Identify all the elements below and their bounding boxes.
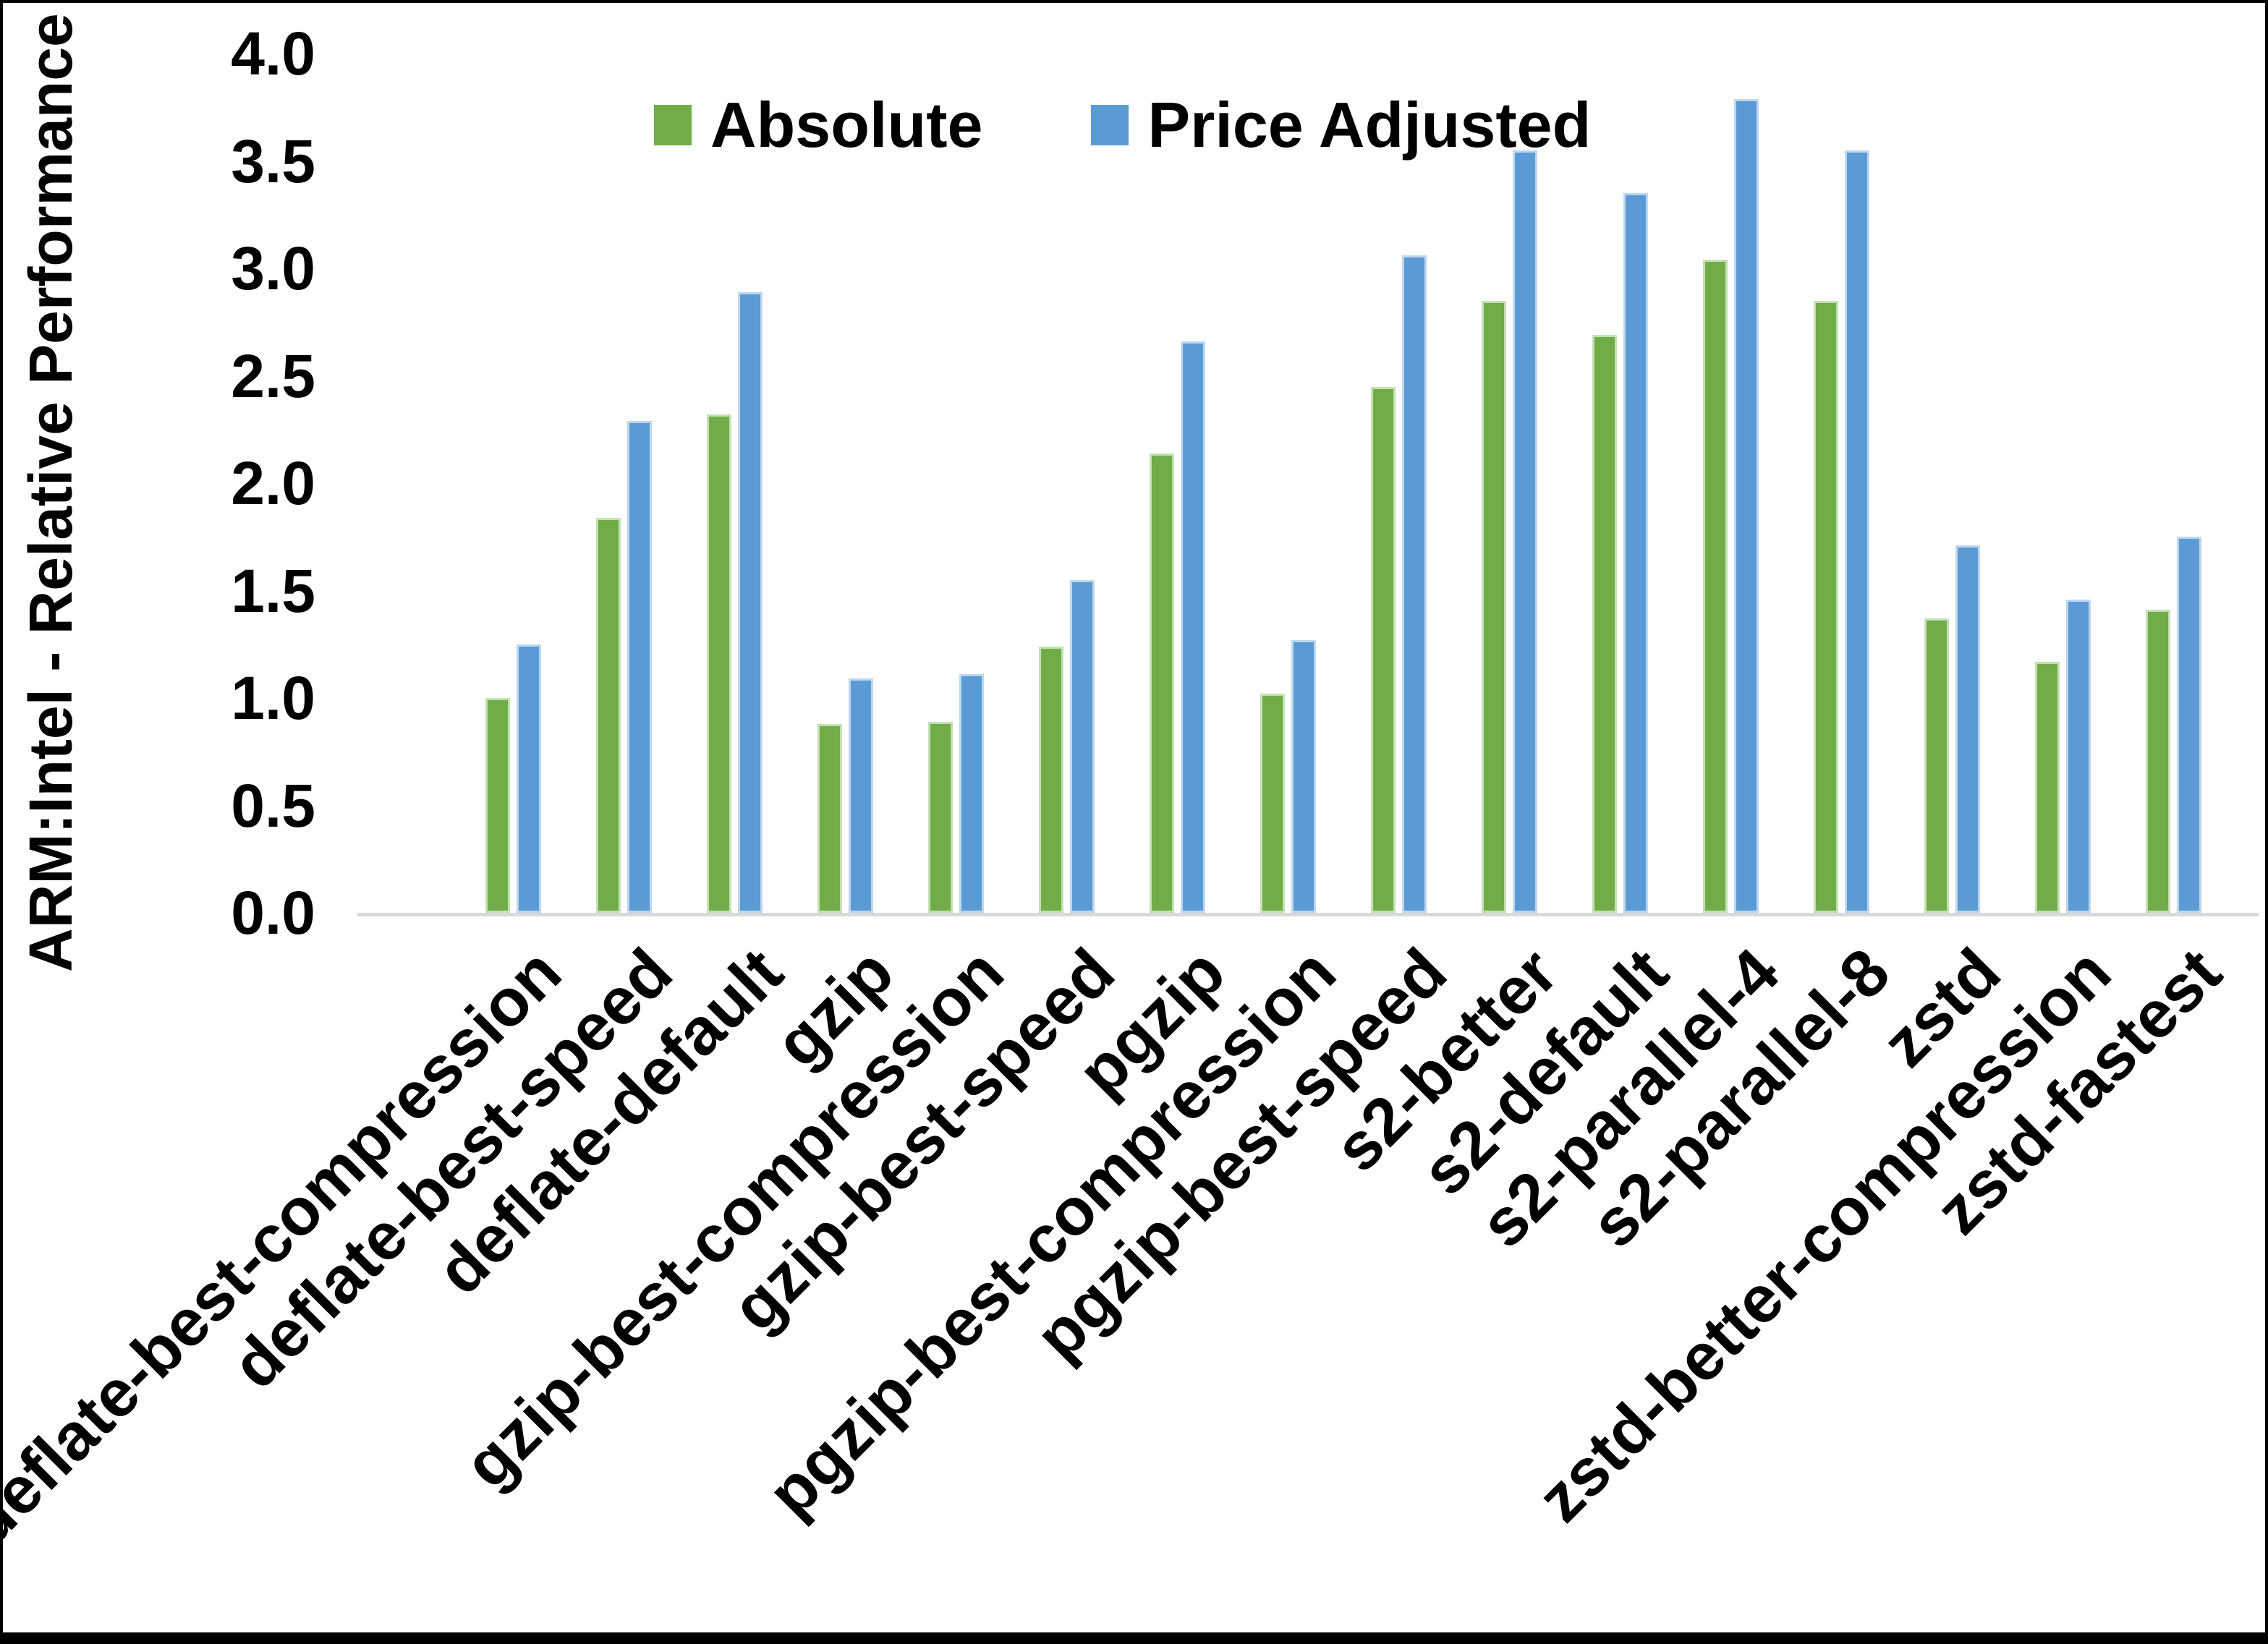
bar-absolute-deflate-default (707, 414, 731, 913)
y-tick-label: 2.5 (231, 341, 315, 410)
bar-absolute-pgzip (1150, 453, 1174, 913)
legend-swatch-price-adjusted (1091, 105, 1129, 145)
bar-price-adjusted-pgzip-best-speed (1402, 255, 1427, 913)
bar-absolute-zstd-fastest (2146, 610, 2170, 913)
y-tick-label: 3.0 (231, 234, 315, 303)
bar-price-adjusted-pgzip (1181, 341, 1205, 913)
bar-absolute-gzip-best-compression (928, 721, 953, 913)
bar-price-adjusted-s2-parallel-4 (1734, 98, 1759, 913)
bar-absolute-pgzip-best-compression (1260, 694, 1285, 913)
bar-price-adjusted-gzip (849, 678, 873, 913)
legend: Absolute Price Adjusted (654, 88, 1591, 162)
bar-price-adjusted-pgzip-best-compression (1291, 639, 1316, 913)
bar-price-adjusted-deflate-best-speed (627, 421, 652, 913)
bar-price-adjusted-s2-better (1513, 150, 1537, 913)
y-tick-label: 1.0 (231, 664, 315, 733)
bar-price-adjusted-deflate-best-compression (517, 644, 541, 913)
bar-absolute-gzip (817, 723, 842, 913)
bar-price-adjusted-zstd-fastest (2177, 537, 2201, 913)
bar-absolute-deflate-best-compression (485, 698, 510, 913)
bar-price-adjusted-s2-default (1623, 193, 1648, 913)
y-tick-label: 3.5 (231, 127, 315, 195)
legend-swatch-absolute (654, 105, 692, 145)
bar-price-adjusted-gzip-best-speed (1070, 579, 1095, 913)
bar-absolute-s2-better (1482, 300, 1506, 913)
y-tick-label: 2.0 (231, 449, 315, 518)
bar-absolute-gzip-best-speed (1039, 646, 1063, 913)
bar-absolute-zstd (1924, 618, 1949, 913)
legend-label-absolute: Absolute (710, 89, 983, 161)
y-tick-label: 4.0 (231, 20, 315, 88)
y-tick-label: 0.5 (231, 771, 315, 840)
bar-price-adjusted-deflate-default (738, 291, 763, 913)
legend-item-absolute: Absolute (654, 88, 982, 162)
bar-absolute-s2-default (1592, 335, 1617, 913)
bar-absolute-pgzip-best-speed (1371, 386, 1396, 913)
bar-absolute-zstd-better-compression (2035, 661, 2060, 913)
bar-absolute-deflate-best-speed (596, 517, 621, 913)
x-axis-line (357, 913, 2259, 916)
bar-absolute-s2-parallel-4 (1703, 260, 1728, 913)
bar-price-adjusted-gzip-best-compression (959, 674, 984, 913)
legend-label-price-adjusted: Price Adjusted (1147, 89, 1592, 161)
legend-item-price-adjusted: Price Adjusted (1091, 88, 1591, 162)
bar-price-adjusted-zstd (1955, 545, 1980, 913)
bar-price-adjusted-zstd-better-compression (2066, 599, 2091, 913)
y-axis-title: ARM:Intel - Relative Performance (17, 13, 85, 972)
bar-absolute-s2-parallel-8 (1814, 300, 1838, 913)
bar-price-adjusted-s2-parallel-8 (1845, 150, 1869, 913)
y-tick-label: 0.0 (231, 879, 315, 947)
y-tick-label: 1.5 (231, 556, 315, 625)
